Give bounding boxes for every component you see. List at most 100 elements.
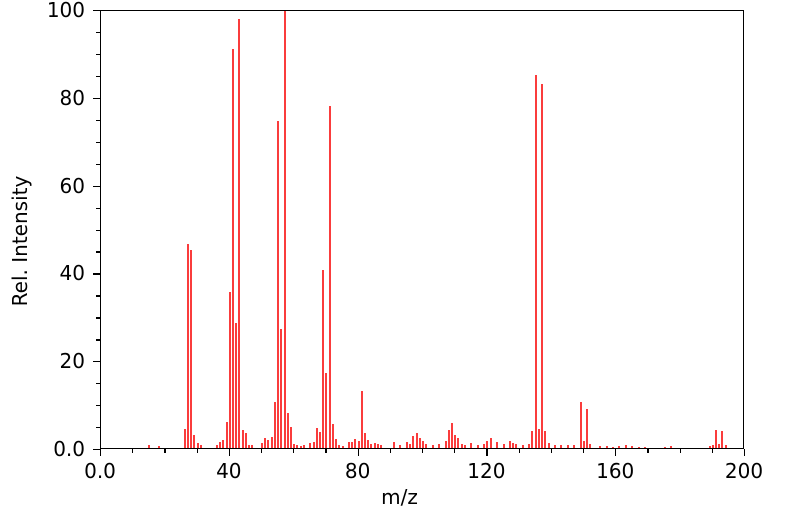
spectrum-peak xyxy=(515,444,518,448)
spectrum-peak xyxy=(457,438,460,448)
spectrum-peak xyxy=(554,444,557,448)
spectrum-peak xyxy=(299,445,302,448)
spectrum-peak xyxy=(489,437,492,448)
spectrum-peak xyxy=(393,442,396,448)
spectrum-peak xyxy=(325,373,328,448)
y-tick-minor xyxy=(96,427,100,429)
x-tick-label: 80 xyxy=(344,459,371,483)
spectrum-peak xyxy=(579,401,582,448)
spectrum-peak xyxy=(486,441,489,448)
spectrum-peak xyxy=(454,434,457,448)
spectrum-peak xyxy=(589,444,592,448)
y-tick-minor xyxy=(96,119,100,122)
x-tick-major xyxy=(357,449,359,456)
y-tick-minor xyxy=(96,339,100,341)
y-tick-minor xyxy=(96,383,100,385)
x-tick-minor xyxy=(164,449,166,453)
x-tick-minor xyxy=(389,449,392,453)
spectrum-peak xyxy=(573,444,576,448)
spectrum-peak xyxy=(415,433,418,448)
spectrum-peak xyxy=(566,445,569,448)
y-tick-minor xyxy=(96,317,100,319)
spectrum-peak xyxy=(663,446,666,448)
spectrum-peak xyxy=(328,105,331,448)
spectrum-peak xyxy=(376,443,379,448)
x-tick-minor xyxy=(325,449,327,453)
spectrum-peak xyxy=(315,428,318,448)
spectrum-peak xyxy=(618,445,621,448)
y-tick-label: 0.0 xyxy=(53,437,85,461)
y-tick-minor xyxy=(96,53,100,56)
x-tick-label: 200 xyxy=(724,459,764,483)
spectrum-peak xyxy=(537,429,540,448)
spectrum-peak xyxy=(318,432,321,448)
spectrum-peak xyxy=(351,441,354,448)
spectrum-peak xyxy=(241,429,244,448)
spectrum-peak xyxy=(412,435,415,448)
spectrum-peak xyxy=(637,446,640,448)
spectrum-peak xyxy=(341,445,344,448)
spectrum-peak xyxy=(283,11,286,448)
spectrum-peak xyxy=(644,446,647,448)
x-tick-minor xyxy=(647,449,649,453)
spectrum-peak xyxy=(463,444,466,448)
spectrum-peak xyxy=(547,442,550,448)
x-tick-minor xyxy=(711,449,714,453)
spectrum-peak xyxy=(196,442,199,448)
spectrum-peak xyxy=(599,445,602,448)
spectrum-peak xyxy=(476,444,479,448)
spectrum-peak xyxy=(624,445,627,448)
y-tick-major xyxy=(93,185,100,187)
y-tick-major xyxy=(93,97,100,100)
spectrum-peak xyxy=(425,444,428,448)
y-tick-minor xyxy=(96,31,100,34)
spectrum-peak xyxy=(531,430,534,448)
spectrum-peak xyxy=(302,445,305,448)
y-tick-minor xyxy=(96,229,100,231)
spectrum-peak xyxy=(483,443,486,448)
x-tick-major xyxy=(615,449,617,456)
spectrum-peak xyxy=(422,441,424,448)
spectrum-peak xyxy=(367,439,370,448)
y-tick-label: 60 xyxy=(59,173,85,198)
x-tick-major xyxy=(228,449,231,456)
spectrum-peak xyxy=(418,438,421,448)
y-tick-label: 80 xyxy=(59,85,85,110)
spectrum-peak xyxy=(222,440,225,448)
spectrum-peak xyxy=(611,446,614,448)
y-tick-minor xyxy=(96,405,100,407)
y-tick-major xyxy=(93,361,100,363)
spectrum-peak xyxy=(502,443,505,448)
x-tick-minor xyxy=(583,449,585,453)
spectrum-peak xyxy=(335,439,338,448)
spectrum-peak xyxy=(470,442,473,448)
y-tick-minor xyxy=(96,251,100,253)
x-tick-label: 0.0 xyxy=(84,459,116,483)
spectrum-peak xyxy=(244,432,247,448)
x-tick-minor xyxy=(422,449,424,453)
spectrum-peak xyxy=(605,446,608,448)
spectrum-peak xyxy=(380,445,383,448)
spectrum-peak xyxy=(322,270,325,448)
x-tick-minor xyxy=(454,449,456,453)
spectrum-peak xyxy=(631,446,634,448)
spectrum-peak xyxy=(534,74,537,448)
spectrum-peak xyxy=(270,437,273,448)
spectrum-peak xyxy=(711,445,714,448)
y-tick-major xyxy=(93,10,100,12)
spectrum-peak xyxy=(338,445,341,448)
spectrum-peak xyxy=(521,444,524,448)
spectrum-peak xyxy=(583,441,585,448)
x-tick-label: 40 xyxy=(216,459,242,483)
y-tick-label: 20 xyxy=(59,349,85,374)
spectrum-peak xyxy=(183,428,186,448)
spectrum-peak xyxy=(409,443,412,448)
spectrum-peak xyxy=(293,444,296,448)
spectrum-peak xyxy=(354,439,357,448)
spectrum-peak xyxy=(370,444,373,448)
spectrum-peak xyxy=(724,444,727,448)
spectrum-peak xyxy=(248,444,251,448)
spectrum-peak xyxy=(438,443,441,448)
y-tick-minor xyxy=(96,295,100,297)
